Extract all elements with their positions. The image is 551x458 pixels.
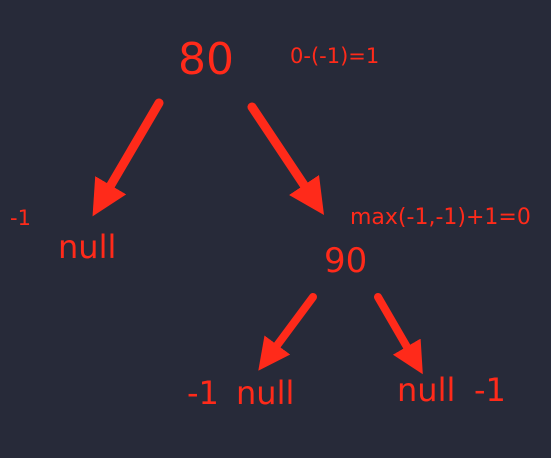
right-left-child-height: -1 bbox=[187, 374, 219, 412]
left-child-height: -1 bbox=[10, 206, 31, 230]
right-right-child-null: null bbox=[397, 371, 456, 409]
edge-right-left bbox=[258, 293, 317, 371]
right-node-value: 90 bbox=[324, 241, 368, 281]
root-node-value: 80 bbox=[178, 34, 234, 85]
right-left-child-null: null bbox=[236, 374, 295, 412]
right-right-child-height: -1 bbox=[474, 371, 506, 409]
edge-right-right bbox=[374, 293, 423, 375]
edge-root-left bbox=[92, 98, 164, 217]
right-node-height-note: max(-1,-1)+1=0 bbox=[350, 205, 531, 230]
edge-root-right bbox=[247, 102, 324, 215]
left-child-null: null bbox=[58, 228, 117, 266]
root-height-note: 0-(-1)=1 bbox=[290, 44, 380, 68]
